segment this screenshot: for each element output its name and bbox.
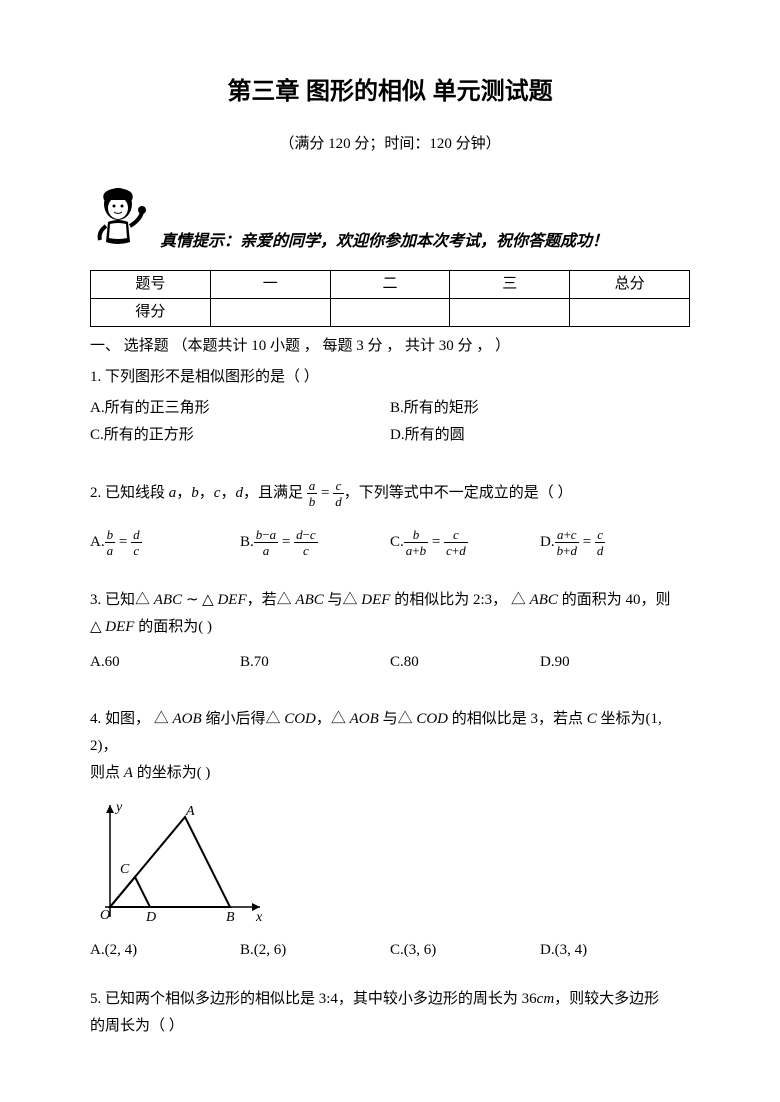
- cell: 一: [210, 271, 330, 299]
- score-table: 题号 一 二 三 总分 得分: [90, 270, 690, 327]
- text: 的相似比为 2:3， △: [390, 592, 529, 608]
- question-4: 4. 如图， △ AOB 缩小后得△ COD，△ AOB 与△ COD 的相似比…: [90, 706, 690, 964]
- text: 缩小后得△: [202, 711, 285, 727]
- svg-text:x: x: [255, 910, 263, 925]
- text: ，下列等式中不一定成立的是（ ）: [344, 485, 573, 501]
- cell: [450, 299, 570, 327]
- table-row: 得分: [91, 299, 690, 327]
- q1-stem: 1. 下列图形不是相似图形的是（ ）: [90, 364, 690, 391]
- cell: [210, 299, 330, 327]
- text: C: [587, 711, 597, 727]
- student-avatar-icon: [90, 182, 150, 262]
- cell: 总分: [570, 271, 690, 299]
- q1-opt-b: B.所有的矩形: [390, 395, 690, 422]
- table-row: 题号 一 二 三 总分: [91, 271, 690, 299]
- question-5: 5. 已知两个相似多边形的相似比是 3:4，其中较小多边形的周长为 36cm，则…: [90, 986, 690, 1040]
- q3-opt-d: D.90: [540, 649, 690, 676]
- text: 4. 如图， △: [90, 711, 173, 727]
- q4-stem-line2: 则点 A 的坐标为( ): [90, 760, 690, 787]
- text: ABC: [154, 592, 182, 608]
- text: 2. 已知线段: [90, 485, 169, 501]
- question-3: 3. 已知△ ABC ∼ △ DEF，若△ ABC 与△ DEF 的相似比为 2…: [90, 587, 690, 676]
- prompt-line: 真情提示：亲爱的同学，欢迎你参加本次考试，祝你答题成功！: [160, 188, 608, 257]
- q1-opt-c: C.所有的正方形: [90, 422, 390, 449]
- cell: 三: [450, 271, 570, 299]
- text: 与△: [324, 592, 362, 608]
- prompt-content: 亲爱的同学，欢迎你参加本次考试，祝你答题成功！: [240, 233, 608, 250]
- text: ABC: [295, 592, 323, 608]
- cell: [570, 299, 690, 327]
- q4-diagram: O y x A C D B: [90, 797, 270, 927]
- header-prompt-row: 真情提示：亲爱的同学，欢迎你参加本次考试，祝你答题成功！: [90, 182, 690, 262]
- text: AOB: [350, 711, 379, 727]
- text: cm: [537, 991, 555, 1007]
- q2-stem: 2. 已知线段 a，b，c，d，且满足 ab = cd，下列等式中不一定成立的是…: [90, 479, 690, 508]
- text: A: [124, 765, 133, 781]
- cell: 题号: [91, 271, 211, 299]
- cell: [330, 299, 450, 327]
- question-2: 2. 已知线段 a，b，c，d，且满足 ab = cd，下列等式中不一定成立的是…: [90, 479, 690, 557]
- q1-opt-d: D.所有的圆: [390, 422, 690, 449]
- text: DEF: [217, 592, 246, 608]
- prompt-label: 真情提示：: [160, 233, 240, 250]
- text: △: [90, 619, 105, 635]
- svg-text:C: C: [120, 862, 130, 877]
- text: COD: [284, 711, 316, 727]
- text: COD: [416, 711, 448, 727]
- q4-opt-a: A.(2, 4): [90, 937, 240, 964]
- q5-stem-line2: 的周长为（ ）: [90, 1013, 690, 1040]
- svg-text:D: D: [145, 910, 156, 925]
- question-1: 1. 下列图形不是相似图形的是（ ） A.所有的正三角形 B.所有的矩形 C.所…: [90, 364, 690, 449]
- q3-stem: 3. 已知△ ABC ∼ △ DEF，若△ ABC 与△ DEF 的相似比为 2…: [90, 587, 690, 614]
- cell: 得分: [91, 299, 211, 327]
- text: DEF: [105, 619, 134, 635]
- q4-stem: 4. 如图， △ AOB 缩小后得△ COD，△ AOB 与△ COD 的相似比…: [90, 706, 690, 760]
- q3-opt-b: B.70: [240, 649, 390, 676]
- text: ，则较大多边形: [554, 991, 659, 1007]
- cell: 二: [330, 271, 450, 299]
- text: ，且满足: [243, 485, 303, 501]
- q2-opt-c: C.ba+b = cc+d: [390, 528, 540, 557]
- q3-opt-c: C.80: [390, 649, 540, 676]
- q4-opt-c: C.(3, 6): [390, 937, 540, 964]
- section-heading: 一、 选择题 （本题共计 10 小题 ， 每题 3 分 ， 共计 30 分 ， …: [90, 333, 690, 360]
- text: ABC: [530, 592, 558, 608]
- page-title: 第三章 图形的相似 单元测试题: [90, 70, 690, 113]
- svg-text:A: A: [185, 804, 195, 819]
- svg-text:B: B: [226, 910, 235, 925]
- text: 与△: [379, 711, 417, 727]
- q3-stem-line2: △ DEF 的面积为( ): [90, 614, 690, 641]
- q5-stem: 5. 已知两个相似多边形的相似比是 3:4，其中较小多边形的周长为 36cm，则…: [90, 986, 690, 1013]
- page-subtitle: （满分 120 分；时间：120 分钟）: [90, 131, 690, 158]
- q3-opt-a: A.60: [90, 649, 240, 676]
- text: 则点: [90, 765, 124, 781]
- text: 的面积为 40，则: [558, 592, 671, 608]
- text: ，若△: [247, 592, 296, 608]
- text: ∼ △: [182, 592, 217, 608]
- q1-opt-a: A.所有的正三角形: [90, 395, 390, 422]
- q2-opt-a: A.ba = dc: [90, 528, 240, 557]
- text: 3. 已知△: [90, 592, 154, 608]
- text: 5. 已知两个相似多边形的相似比是 3:4，其中较小多边形的周长为 36: [90, 991, 537, 1007]
- q4-opt-b: B.(2, 6): [240, 937, 390, 964]
- svg-text:y: y: [114, 800, 123, 815]
- text: 的面积为( ): [134, 619, 212, 635]
- text: DEF: [361, 592, 390, 608]
- q2-opt-d: D.a+cb+d = cd: [540, 528, 690, 557]
- text: 的相似比是 3，若点: [448, 711, 587, 727]
- q2-opt-b: B.b−aa = d−cc: [240, 528, 390, 557]
- svg-text:O: O: [100, 908, 110, 923]
- text: ，△: [316, 711, 350, 727]
- text: 的坐标为( ): [133, 765, 211, 781]
- text: AOB: [173, 711, 202, 727]
- q4-opt-d: D.(3, 4): [540, 937, 690, 964]
